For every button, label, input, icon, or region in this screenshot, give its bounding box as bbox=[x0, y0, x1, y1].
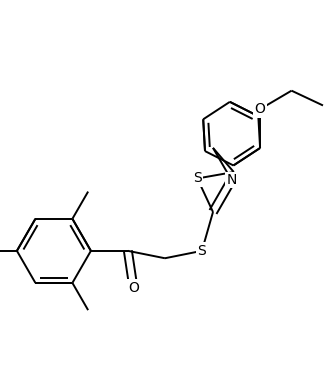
Text: O: O bbox=[128, 281, 139, 295]
Text: S: S bbox=[197, 244, 206, 258]
Text: S: S bbox=[193, 171, 202, 185]
Text: O: O bbox=[255, 102, 266, 116]
Text: N: N bbox=[226, 173, 237, 187]
